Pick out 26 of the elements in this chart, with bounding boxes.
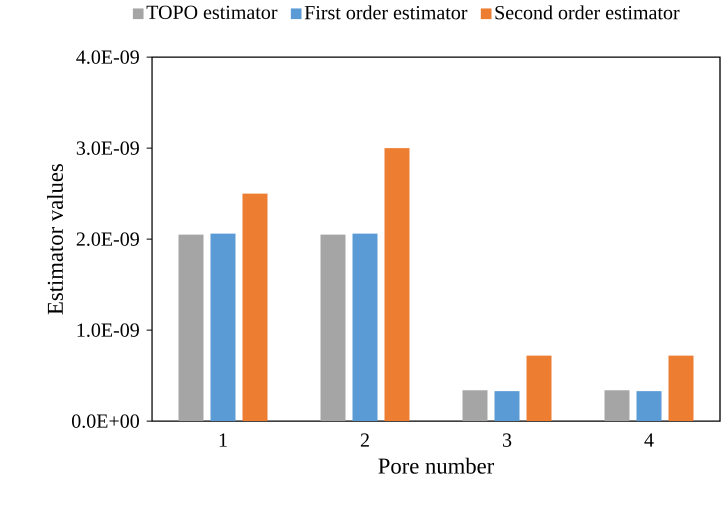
bar bbox=[526, 356, 552, 422]
bar bbox=[384, 148, 410, 422]
x-tick-label: 3 bbox=[502, 433, 512, 447]
y-tick-label: 4.0E-09 bbox=[76, 50, 139, 64]
bar bbox=[352, 234, 378, 422]
x-tick-label: 4 bbox=[644, 433, 654, 447]
x-axis-title: Pore number bbox=[378, 458, 494, 474]
y-tick-label: 0.0E+00 bbox=[72, 414, 139, 428]
legend-label: TOPO estimator bbox=[146, 6, 278, 20]
bar bbox=[462, 390, 488, 422]
x-tick-label: 1 bbox=[220, 433, 227, 447]
legend-label: First order estimator bbox=[304, 5, 468, 20]
y-tick-label: 3.0E-09 bbox=[76, 141, 139, 155]
y-tick-label: 1.0E-09 bbox=[78, 323, 139, 337]
bar bbox=[668, 356, 694, 422]
bar bbox=[494, 391, 520, 422]
bar bbox=[178, 234, 204, 422]
bar bbox=[636, 391, 662, 422]
x-tick-label: 2 bbox=[360, 433, 369, 447]
legend-label: Second order estimator bbox=[495, 5, 680, 20]
bar bbox=[320, 234, 346, 422]
bar bbox=[604, 390, 630, 422]
y-tick-label: 2.0E-09 bbox=[76, 232, 139, 246]
bar bbox=[242, 194, 268, 422]
bar bbox=[210, 234, 236, 422]
y-axis-title: Estimator values bbox=[47, 164, 63, 314]
